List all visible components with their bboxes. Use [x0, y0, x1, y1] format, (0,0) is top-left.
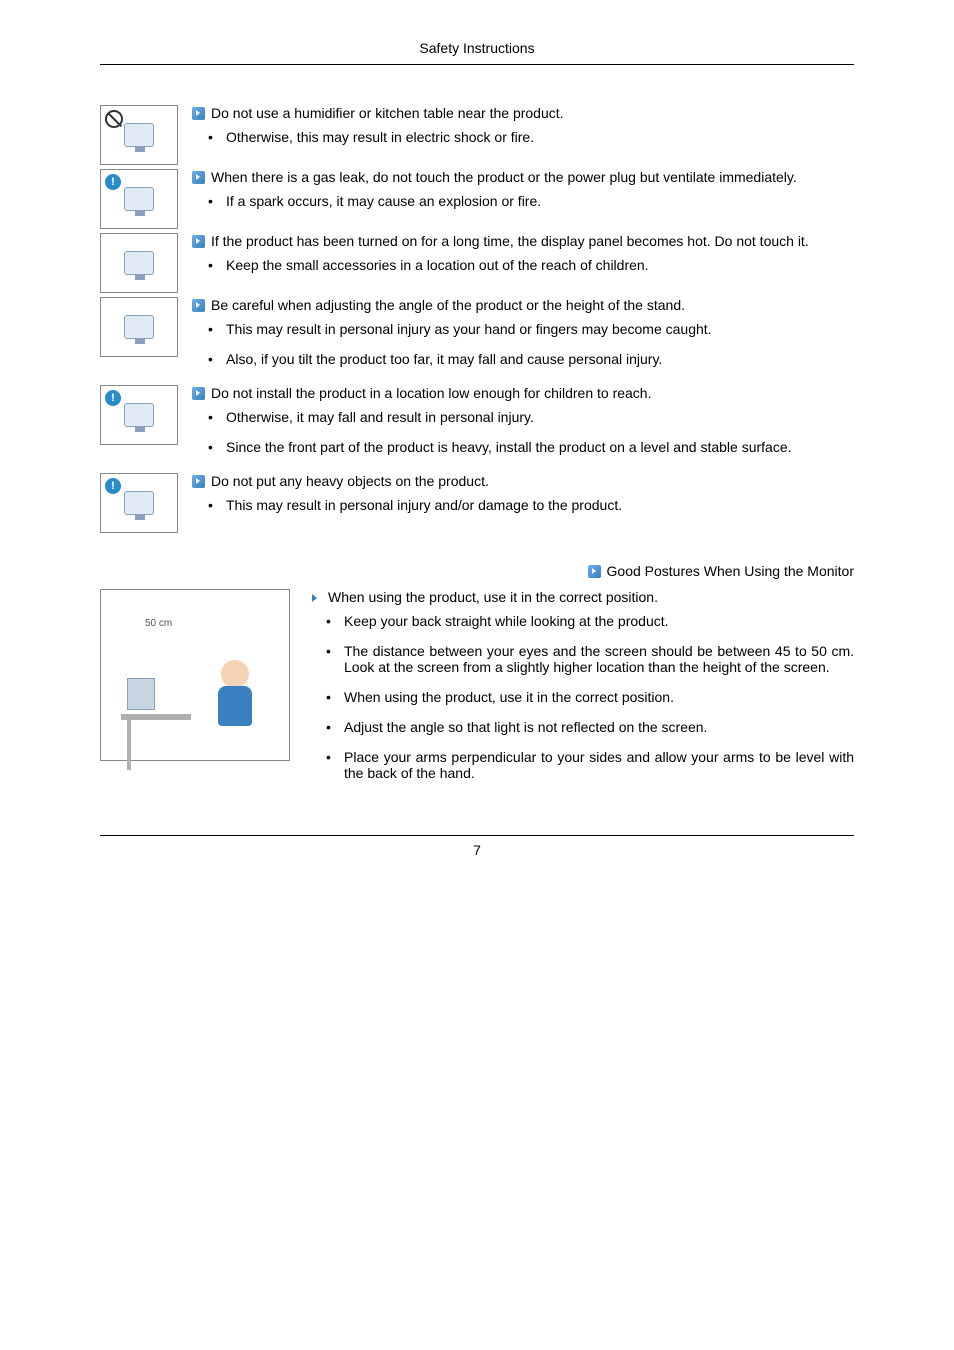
instruction-heading: Do not install the product in a location… [211, 385, 854, 401]
posture-intro: When using the product, use it in the co… [328, 589, 854, 605]
instruction-sub-list: This may result in personal injury and/o… [192, 497, 854, 513]
posture-sub-item: Place your arms perpendicular to your si… [326, 749, 854, 781]
instruction-sub-list: Otherwise, this may result in electric s… [192, 129, 854, 145]
instruction-sub-item: If a spark occurs, it may cause an explo… [208, 193, 854, 209]
instruction-sub-list: Otherwise, it may fall and result in per… [192, 409, 854, 455]
posture-sub-item: The distance between your eyes and the s… [326, 643, 854, 675]
instruction-heading: Do not put any heavy objects on the prod… [211, 473, 854, 489]
instruction-sub-item: Otherwise, this may result in electric s… [208, 129, 854, 145]
posture-sub-item: Adjust the angle so that light is not re… [326, 719, 854, 735]
instruction-row: If the product has been turned on for a … [100, 233, 854, 293]
instruction-heading: When there is a gas leak, do not touch t… [211, 169, 854, 185]
instruction-sub-list: This may result in personal injury as yo… [192, 321, 854, 367]
bullet-icon [192, 107, 205, 120]
instruction-sub-item: Otherwise, it may fall and result in per… [208, 409, 854, 425]
bullet-icon [192, 235, 205, 248]
instruction-heading: If the product has been turned on for a … [211, 233, 854, 249]
instruction-row: ! Do not install the product in a locatio… [100, 385, 854, 469]
instruction-row: Be careful when adjusting the angle of t… [100, 297, 854, 381]
instruction-illustration [100, 297, 178, 357]
instruction-row: ! When there is a gas leak, do not touch … [100, 169, 854, 229]
bullet-icon [192, 171, 205, 184]
instruction-illustration: ! [100, 385, 178, 445]
prohibit-icon [105, 110, 123, 128]
bullet-icon [192, 299, 205, 312]
posture-section: Good Postures When Using the Monitor 50 … [100, 563, 854, 795]
posture-sub-item: Keep your back straight while looking at… [326, 613, 854, 629]
info-icon: ! [105, 390, 121, 406]
posture-illustration: 50 cm [100, 589, 290, 761]
instruction-sub-item: This may result in personal injury as yo… [208, 321, 854, 337]
instruction-sub-item: Also, if you tilt the product too far, i… [208, 351, 854, 367]
instruction-row: ! Do not put any heavy objects on the pro… [100, 473, 854, 533]
posture-sub-item: When using the product, use it in the co… [326, 689, 854, 705]
posture-sub-list: Keep your back straight while looking at… [310, 613, 854, 781]
page-footer: 7 [100, 835, 854, 858]
instruction-sub-item: Keep the small accessories in a location… [208, 257, 854, 273]
posture-title-text: Good Postures When Using the Monitor [607, 563, 854, 579]
instructions-list: Do not use a humidifier or kitchen table… [100, 105, 854, 533]
instruction-sub-item: Since the front part of the product is h… [208, 439, 854, 455]
instruction-heading: Do not use a humidifier or kitchen table… [211, 105, 854, 121]
instruction-illustration [100, 233, 178, 293]
instruction-sub-item: This may result in personal injury and/o… [208, 497, 854, 513]
info-icon: ! [105, 478, 121, 494]
instruction-sub-list: Keep the small accessories in a location… [192, 257, 854, 273]
bullet-icon [192, 387, 205, 400]
instruction-row: Do not use a humidifier or kitchen table… [100, 105, 854, 165]
page-header: Safety Instructions [100, 40, 854, 65]
distance-label: 50 cm [145, 618, 172, 629]
instruction-illustration: ! [100, 169, 178, 229]
instruction-illustration [100, 105, 178, 165]
bullet-icon [192, 475, 205, 488]
instruction-heading: Be careful when adjusting the angle of t… [211, 297, 854, 313]
arrow-icon [310, 593, 320, 603]
info-icon: ! [105, 174, 121, 190]
bullet-icon [588, 565, 601, 578]
instruction-illustration: ! [100, 473, 178, 533]
instruction-sub-list: If a spark occurs, it may cause an explo… [192, 193, 854, 209]
